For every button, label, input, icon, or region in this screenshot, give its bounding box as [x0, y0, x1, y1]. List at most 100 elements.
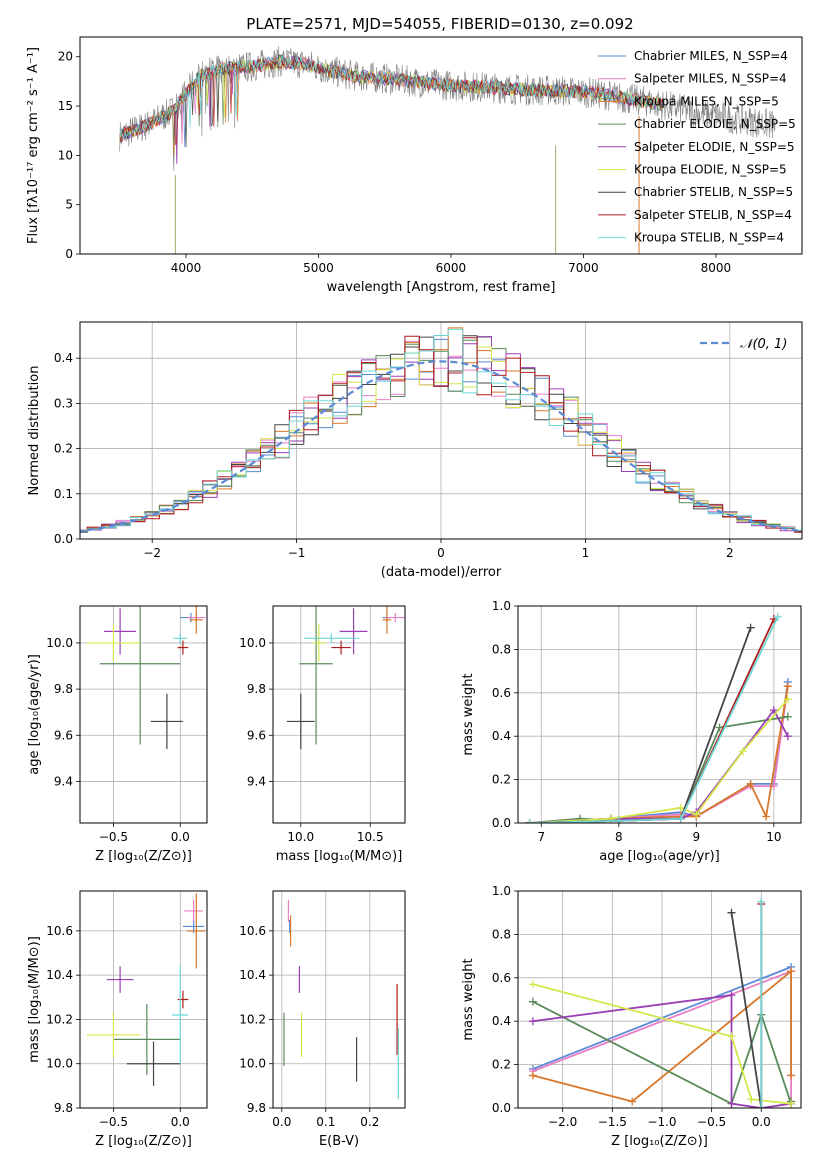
mass-weight-marker	[757, 897, 766, 906]
y-tick-label: 10.0	[46, 636, 73, 650]
axis-ticks: 4000 5000 6000 7000 8000 0 5 10 15 20	[58, 50, 731, 275]
mass-weight-marker	[528, 997, 537, 1006]
errorbar-point	[184, 899, 203, 922]
errorbar-point	[303, 633, 360, 643]
x-tick-label: 6000	[436, 261, 467, 275]
errorbar-point	[286, 693, 315, 750]
y-tick-label: 10.6	[46, 924, 73, 938]
mass-weight-line	[532, 969, 792, 1103]
x-tick-label: 7000	[568, 261, 599, 275]
x-tick-label: 8000	[701, 261, 732, 275]
y-tick-label: 9.6	[247, 728, 266, 742]
model-spectrum-line	[119, 56, 663, 141]
mass-weight-line	[529, 681, 789, 823]
y-tick-label: 0	[65, 247, 73, 261]
errorbar-point	[189, 606, 203, 634]
legend-label: Salpeter ELODIE, N_SSP=5	[634, 140, 795, 154]
errorbar-point	[331, 640, 351, 655]
axis-ticks: −0.5 0.0 9.4 9.6 9.8 10.0	[46, 636, 190, 844]
mass-weight-marker	[746, 779, 755, 788]
errorbar-point	[173, 633, 187, 643]
axes-frame	[517, 605, 802, 824]
y-tick-label: 10.6	[239, 924, 266, 938]
mass-weight-line	[529, 698, 789, 823]
axes-frame	[517, 890, 802, 1109]
mass-weight-vs-metallicity-panel: −2.0 −1.5 −1.0 −0.5 0.0 0.0 0.2 0.4 0.6 0.8 1.0 Z […	[461, 884, 802, 1149]
mass-vs-metallicity-panel: −0.5 0.0 9.8 10.0 10.2 10.4 10.6 Z [log₁₀(Z/Z⊙)…	[27, 890, 208, 1149]
mass-weight-marker	[727, 908, 736, 917]
axis-ticks: −0.5 0.0 9.8 10.0 10.2 10.4 10.6	[46, 924, 190, 1129]
mass-weight-vs-age-panel: 7 8 9 10 0.0 0.2 0.4 0.6 0.8 1.0 age [log₁₀(age/yr…	[461, 599, 802, 864]
x-tick-label: −0.5	[697, 1115, 726, 1129]
y-tick-label: 10.0	[46, 1057, 73, 1071]
y-axis-label: mass weight	[461, 958, 476, 1040]
plot-area	[86, 606, 206, 750]
y-tick-label: 9.8	[247, 1101, 266, 1115]
mass-weight-marker	[692, 810, 701, 819]
x-tick-label: −1.0	[647, 1115, 676, 1129]
mass-weight-marker	[746, 623, 755, 632]
y-tick-label: 5	[65, 198, 73, 212]
plot-area	[80, 327, 802, 533]
axis-ticks: −2 −1 0 1 2 0.0 0.1 0.2 0.3 0.4	[54, 351, 734, 560]
y-axis-label: Normed distribution	[27, 366, 42, 496]
age-vs-metallicity-panel: −0.5 0.0 9.4 9.6 9.8 10.0 Z [log₁₀(Z/Z⊙)] age […	[27, 605, 208, 864]
axes-frame	[79, 890, 208, 1109]
legend-label: 𝒩(0, 1)	[740, 337, 787, 352]
mass-vs-extinction-panel: 0.0 0.1 0.2 9.8 10.0 10.2 10.4 10.6 E(B-V)	[239, 890, 406, 1149]
y-tick-label: 0.4	[492, 1014, 511, 1028]
errorbar-point	[150, 693, 183, 750]
plot-area	[86, 893, 206, 1086]
y-tick-label: 9.4	[247, 774, 266, 788]
mass-weight-marker	[757, 1104, 766, 1108]
legend-label: Kroupa MILES, N_SSP=5	[634, 94, 779, 108]
x-tick-label: 0.2	[360, 1115, 379, 1129]
legend-label: Kroupa ELODIE, N_SSP=5	[634, 163, 787, 177]
plot-area	[528, 897, 796, 1108]
y-tick-label: 0.8	[492, 927, 511, 941]
mass-weight-marker	[769, 706, 778, 715]
x-tick-label: −0.5	[99, 830, 128, 844]
mass-weight-marker	[528, 1017, 537, 1026]
axes-frame	[79, 321, 803, 540]
axes-frame	[79, 605, 208, 824]
y-axis-label: Flux [fλ10⁻¹⁷ erg cm⁻² s⁻¹ A⁻¹]	[26, 47, 41, 244]
mass-weight-marker	[727, 991, 736, 1000]
y-tick-label: 1.0	[492, 599, 511, 613]
errorbar-point	[177, 640, 189, 655]
normal-reference-curve	[80, 360, 802, 533]
errorbar-point	[339, 608, 368, 655]
mass-weight-marker	[676, 803, 685, 812]
x-tick-label: −0.5	[99, 1115, 128, 1129]
x-tick-label: 4000	[171, 261, 202, 275]
y-tick-label: 10.0	[239, 1057, 266, 1071]
errorbar-point	[172, 966, 189, 1064]
y-tick-label: 10.4	[46, 968, 73, 982]
errorbar-point	[86, 624, 141, 662]
mass-weight-line	[529, 715, 788, 823]
legend-label: Kroupa STELIB, N_SSP=4	[634, 231, 784, 245]
legend-label: Chabrier MILES, N_SSP=4	[634, 49, 788, 63]
figure-title: PLATE=2571, MJD=54055, FIBERID=0130, z=0…	[246, 15, 633, 33]
y-tick-label: 0.2	[492, 1058, 511, 1072]
mass-weight-line	[532, 983, 792, 1105]
x-tick-label: 0.1	[316, 1115, 335, 1129]
x-tick-label: 10	[766, 830, 781, 844]
axis-ticks: −2.0 −1.5 −1.0 −0.5 0.0 0.0 0.2 0.4 0.6 0.8 1.0	[492, 884, 771, 1129]
grid-lines	[518, 890, 801, 1109]
y-tick-label: 9.4	[54, 774, 73, 788]
grid-lines	[80, 606, 207, 823]
errorbar-point	[186, 893, 206, 969]
mass-weight-marker	[787, 1071, 796, 1080]
x-tick-label: 2	[726, 546, 734, 560]
residual-histogram-step	[80, 335, 802, 533]
mass-weight-marker	[727, 1099, 736, 1108]
legend-label: Salpeter MILES, N_SSP=4	[634, 72, 787, 86]
x-axis-label: wavelength [Angstrom, rest frame]	[327, 280, 556, 295]
residual-histogram-panel: −2 −1 0 1 2 0.0 0.1 0.2 0.3 0.4 (data-model)/error…	[27, 321, 803, 580]
errorbar-point	[100, 606, 181, 745]
y-tick-label: 10.2	[46, 1012, 73, 1026]
mass-weight-marker	[738, 747, 747, 756]
age-vs-mass-panel: 10.0 10.5 9.4 9.6 9.8 10.0 mass [log₁₀(M/M⊙)]	[239, 605, 406, 864]
y-tick-label: 9.8	[54, 1101, 73, 1115]
